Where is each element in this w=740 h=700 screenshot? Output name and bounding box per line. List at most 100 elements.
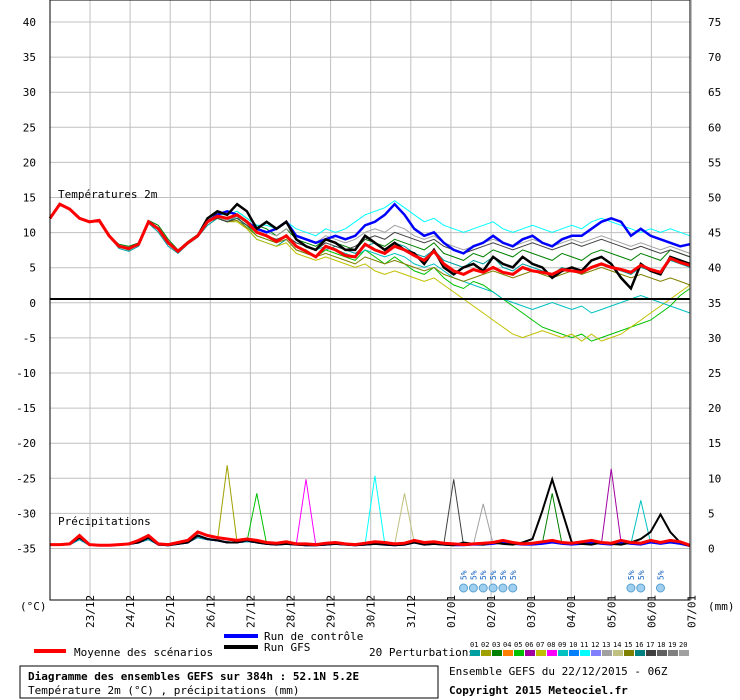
date-label: 25/12	[164, 595, 177, 628]
snow-icon	[488, 583, 498, 593]
perturbation-color-swatch	[470, 650, 480, 656]
perturbation-color-swatch	[569, 650, 579, 656]
temp-mean-line	[48, 202, 691, 277]
left-tick-label: 25	[23, 121, 36, 134]
left-tick-label: -35	[16, 543, 36, 556]
snow-percent-label: 5%	[469, 570, 478, 580]
perturbation-number: 09	[558, 641, 566, 649]
left-axis-ticks: 40 35 30 25 20 15 10 5 0 -5 -10 -15 -20 -25 -30 -35	[16, 16, 36, 556]
perturbation-number: 06	[525, 641, 533, 649]
perturbation-color-swatch	[613, 650, 623, 656]
chart-title: Diagramme des ensembles GEFS sur 384h : …	[28, 670, 359, 683]
perturbation-color-swatch	[624, 650, 634, 656]
left-tick-label: -20	[16, 437, 36, 450]
precip-panel-label: Précipitations	[58, 515, 151, 528]
right-tick-label: 45	[708, 227, 721, 240]
snow-icon	[508, 583, 518, 593]
right-tick-label: 65	[708, 86, 721, 99]
right-tick-label: 30	[708, 332, 721, 345]
left-tick-label: -15	[16, 402, 36, 415]
perturbation-color-swatch	[657, 650, 667, 656]
perturbation-color-swatch	[646, 650, 656, 656]
left-tick-label: 30	[23, 86, 36, 99]
left-tick-label: -30	[16, 507, 36, 520]
perturbation-number: 16	[635, 641, 643, 649]
left-tick-label: -25	[16, 472, 36, 485]
date-labels: 23/12 24/12 25/12 26/12 27/12 28/12 29/12 30/12…	[84, 595, 699, 628]
right-tick-label: 5	[708, 507, 715, 520]
perturbation-number: 18	[657, 641, 665, 649]
date-label: 01/01	[445, 595, 458, 628]
right-tick-label: 75	[708, 16, 721, 29]
snow-icon	[636, 583, 646, 593]
right-tick-label: 55	[708, 156, 721, 169]
right-tick-label: 60	[708, 121, 721, 134]
snow-icon	[468, 583, 478, 593]
perturbation-color-swatch	[668, 650, 678, 656]
left-tick-label: -5	[23, 332, 36, 345]
perturbation-number: 01	[470, 641, 478, 649]
perturbation-color-swatch	[525, 650, 535, 656]
perturbation-color-swatch	[580, 650, 590, 656]
right-tick-label: 10	[708, 472, 721, 485]
temp-panel-label: Températures 2m	[58, 188, 158, 201]
perturbation-number: 03	[492, 641, 500, 649]
snow-percent-label: 5%	[656, 570, 665, 580]
right-tick-label: 35	[708, 297, 721, 310]
left-tick-label: 0	[29, 297, 36, 310]
perturbation-color-swatch	[547, 650, 557, 656]
perturbation-number: 04	[503, 641, 511, 649]
snow-icon	[478, 583, 488, 593]
perturbation-color-swatch	[536, 650, 546, 656]
perturbation-color-swatch	[558, 650, 568, 656]
date-label: 23/12	[84, 595, 97, 628]
chart-subtitle: Température 2m (°C) , précipitations (mm…	[28, 684, 300, 697]
perturbation-color-swatch	[679, 650, 689, 656]
snow-percent-label: 5%	[499, 570, 508, 580]
perturbation-number: 11	[580, 641, 588, 649]
date-label: 28/12	[285, 595, 298, 628]
right-tick-label: 20	[708, 402, 721, 415]
snow-icon	[655, 583, 665, 593]
date-label: 31/12	[405, 595, 418, 628]
snow-markers: 5% 5% 5% 5% 5% 5% 5% 5% 5%	[459, 570, 665, 593]
perturbation-number: 05	[514, 641, 522, 649]
right-tick-label: 25	[708, 367, 721, 380]
precip-perturbation-line	[50, 465, 691, 547]
left-unit-label: (°C)	[20, 600, 47, 613]
perturbation-number: 17	[646, 641, 654, 649]
perturbation-number: 07	[536, 641, 544, 649]
right-tick-label: 40	[708, 262, 721, 275]
left-tick-label: -10	[16, 367, 36, 380]
snow-percent-label: 5%	[627, 570, 636, 580]
perturbation-number: 13	[602, 641, 610, 649]
date-label: 24/12	[124, 595, 137, 628]
perturbation-number: 15	[624, 641, 632, 649]
left-tick-label: 35	[23, 51, 36, 64]
perturbation-color-swatch	[635, 650, 645, 656]
main-series-lines	[48, 202, 691, 547]
snow-percent-label: 5%	[460, 570, 469, 580]
perturbation-number: 19	[668, 641, 676, 649]
legend-perturbations-label: 20 Perturbations	[369, 646, 475, 659]
snow-percent-label: 5%	[637, 570, 646, 580]
date-label: 03/01	[525, 595, 538, 628]
perturbation-number: 10	[569, 641, 577, 649]
right-unit-label: (mm)	[708, 600, 735, 613]
snow-percent-label: 5%	[509, 570, 518, 580]
perturbation-color-swatch	[591, 650, 601, 656]
perturbation-color-swatch	[481, 650, 491, 656]
perturbation-number: 08	[547, 641, 555, 649]
left-tick-label: 20	[23, 156, 36, 169]
legend-gfs-label: Run GFS	[264, 641, 310, 654]
date-label: 29/12	[325, 595, 338, 628]
title-box	[19, 665, 439, 699]
snow-icon	[459, 583, 469, 593]
perturbation-number: 02	[481, 641, 489, 649]
perturbation-color-swatch	[503, 650, 513, 656]
date-label: 02/01	[485, 595, 498, 628]
date-label: 05/01	[605, 595, 618, 628]
perturbation-number: 12	[591, 641, 599, 649]
